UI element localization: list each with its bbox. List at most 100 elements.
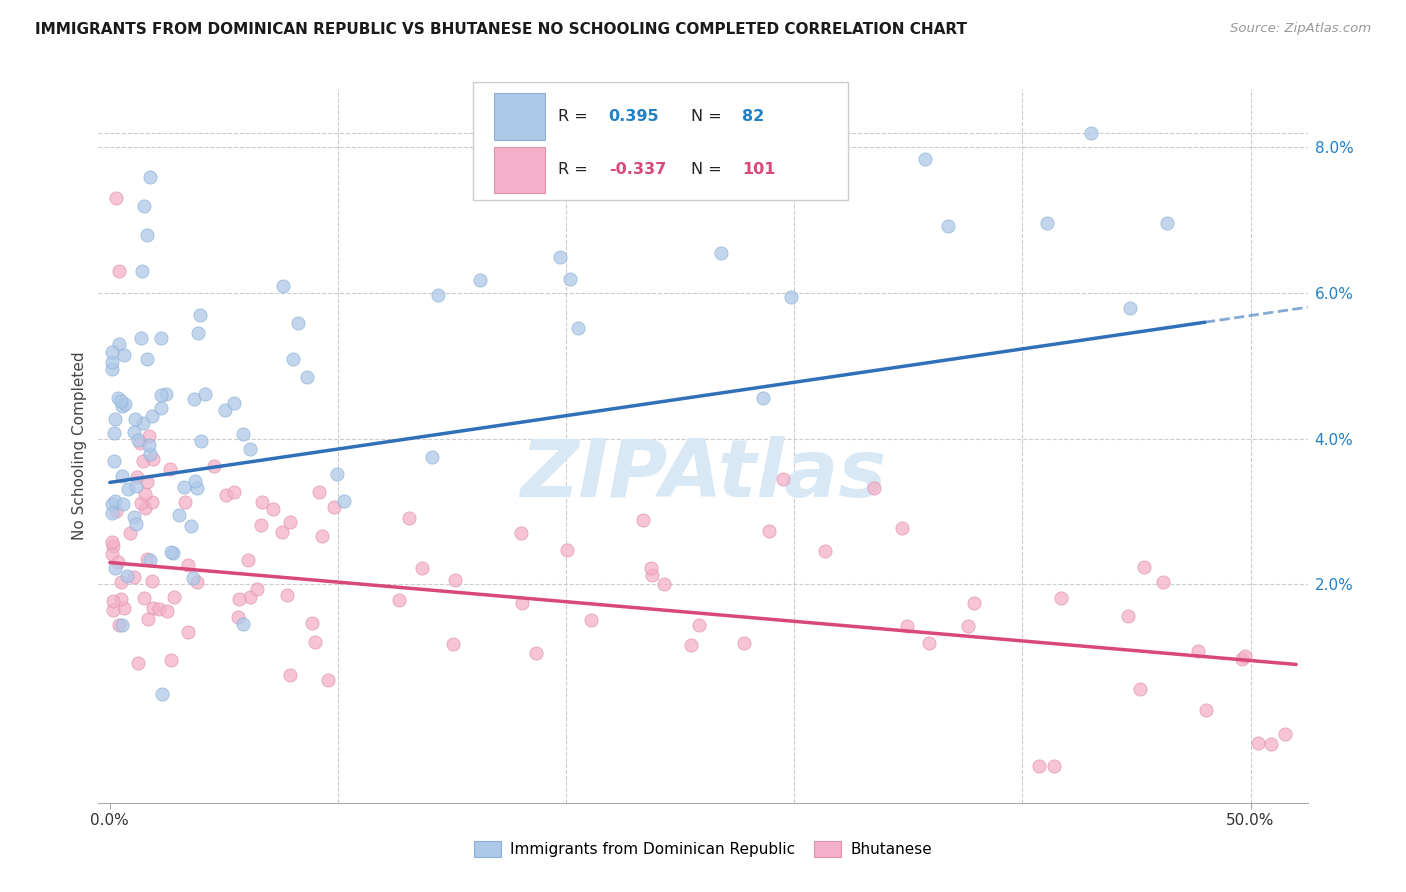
Point bbox=[524, 646, 547, 660]
Point bbox=[112, 601, 135, 615]
Point bbox=[276, 588, 298, 602]
Point bbox=[104, 561, 127, 575]
Point bbox=[295, 370, 318, 384]
Point bbox=[427, 287, 450, 301]
Point bbox=[1274, 727, 1296, 741]
Point bbox=[222, 484, 245, 499]
Text: 82: 82 bbox=[742, 109, 763, 124]
Point bbox=[579, 613, 602, 627]
Point bbox=[129, 495, 152, 509]
Point bbox=[105, 504, 128, 518]
Point bbox=[308, 485, 330, 500]
Point bbox=[186, 574, 208, 589]
Point bbox=[159, 462, 181, 476]
Point bbox=[150, 687, 173, 701]
Point bbox=[441, 637, 464, 651]
Point bbox=[688, 618, 710, 632]
Point bbox=[896, 619, 918, 633]
Point bbox=[139, 552, 162, 566]
Text: N =: N = bbox=[690, 109, 727, 124]
Point bbox=[110, 592, 132, 607]
Point bbox=[176, 558, 198, 572]
Point bbox=[173, 480, 195, 494]
Point bbox=[110, 574, 132, 589]
Point bbox=[246, 582, 269, 597]
Point bbox=[127, 657, 149, 671]
Point bbox=[468, 273, 491, 287]
Point bbox=[115, 569, 138, 583]
Point bbox=[184, 474, 207, 488]
Point bbox=[287, 316, 309, 330]
Text: -0.337: -0.337 bbox=[609, 162, 666, 178]
Point bbox=[202, 458, 225, 473]
Point bbox=[250, 495, 273, 509]
Point bbox=[104, 191, 127, 205]
Point bbox=[510, 596, 533, 610]
Point bbox=[103, 425, 125, 440]
Point bbox=[814, 543, 837, 558]
Point bbox=[311, 529, 333, 543]
Point bbox=[125, 516, 148, 531]
Point bbox=[1132, 560, 1154, 574]
Point bbox=[162, 546, 184, 560]
Point bbox=[681, 638, 703, 652]
Point bbox=[710, 245, 733, 260]
Point bbox=[176, 624, 198, 639]
Point bbox=[1195, 703, 1218, 717]
Point bbox=[101, 355, 124, 369]
Point bbox=[114, 348, 136, 362]
Point bbox=[280, 516, 302, 530]
Text: N =: N = bbox=[690, 162, 727, 178]
Point bbox=[122, 425, 145, 439]
Point bbox=[135, 475, 157, 490]
Point bbox=[214, 402, 236, 417]
Point bbox=[110, 393, 132, 408]
Point bbox=[141, 409, 163, 423]
Text: R =: R = bbox=[558, 109, 593, 124]
Point bbox=[1260, 737, 1282, 751]
Point bbox=[156, 604, 179, 618]
Point bbox=[104, 412, 127, 426]
Point bbox=[262, 502, 284, 516]
Point bbox=[129, 436, 152, 450]
Point bbox=[107, 264, 129, 278]
Point bbox=[112, 497, 135, 511]
FancyBboxPatch shape bbox=[494, 94, 544, 140]
Point bbox=[122, 510, 145, 524]
Point bbox=[136, 552, 159, 566]
Point bbox=[101, 593, 124, 607]
Point bbox=[186, 482, 208, 496]
Point bbox=[236, 552, 259, 566]
Point bbox=[250, 518, 273, 533]
Point bbox=[326, 467, 349, 481]
Point bbox=[752, 391, 775, 405]
Point bbox=[557, 542, 579, 557]
Point bbox=[1080, 126, 1102, 140]
Point bbox=[132, 454, 155, 468]
Point bbox=[101, 345, 124, 359]
Legend: Immigrants from Dominican Republic, Bhutanese: Immigrants from Dominican Republic, Bhut… bbox=[468, 835, 938, 863]
Point bbox=[136, 352, 159, 367]
Point bbox=[1043, 759, 1066, 773]
Point bbox=[914, 153, 936, 167]
Point bbox=[101, 506, 124, 520]
Text: Source: ZipAtlas.com: Source: ZipAtlas.com bbox=[1230, 22, 1371, 36]
Point bbox=[758, 524, 780, 539]
Point bbox=[222, 396, 245, 410]
Point bbox=[420, 450, 443, 464]
Point bbox=[918, 636, 941, 650]
Text: IMMIGRANTS FROM DOMINICAN REPUBLIC VS BHUTANESE NO SCHOOLING COMPLETED CORRELATI: IMMIGRANTS FROM DOMINICAN REPUBLIC VS BH… bbox=[35, 22, 967, 37]
Point bbox=[141, 495, 163, 509]
Point bbox=[107, 555, 129, 569]
Point bbox=[281, 351, 304, 366]
Point bbox=[239, 590, 262, 604]
Point bbox=[139, 447, 162, 461]
Point bbox=[1234, 649, 1257, 664]
Point bbox=[1156, 216, 1178, 230]
Point bbox=[1116, 608, 1139, 623]
Point bbox=[411, 561, 433, 575]
Point bbox=[316, 673, 339, 687]
Point bbox=[1232, 652, 1254, 666]
Point bbox=[1050, 591, 1073, 606]
Point bbox=[1119, 301, 1142, 315]
